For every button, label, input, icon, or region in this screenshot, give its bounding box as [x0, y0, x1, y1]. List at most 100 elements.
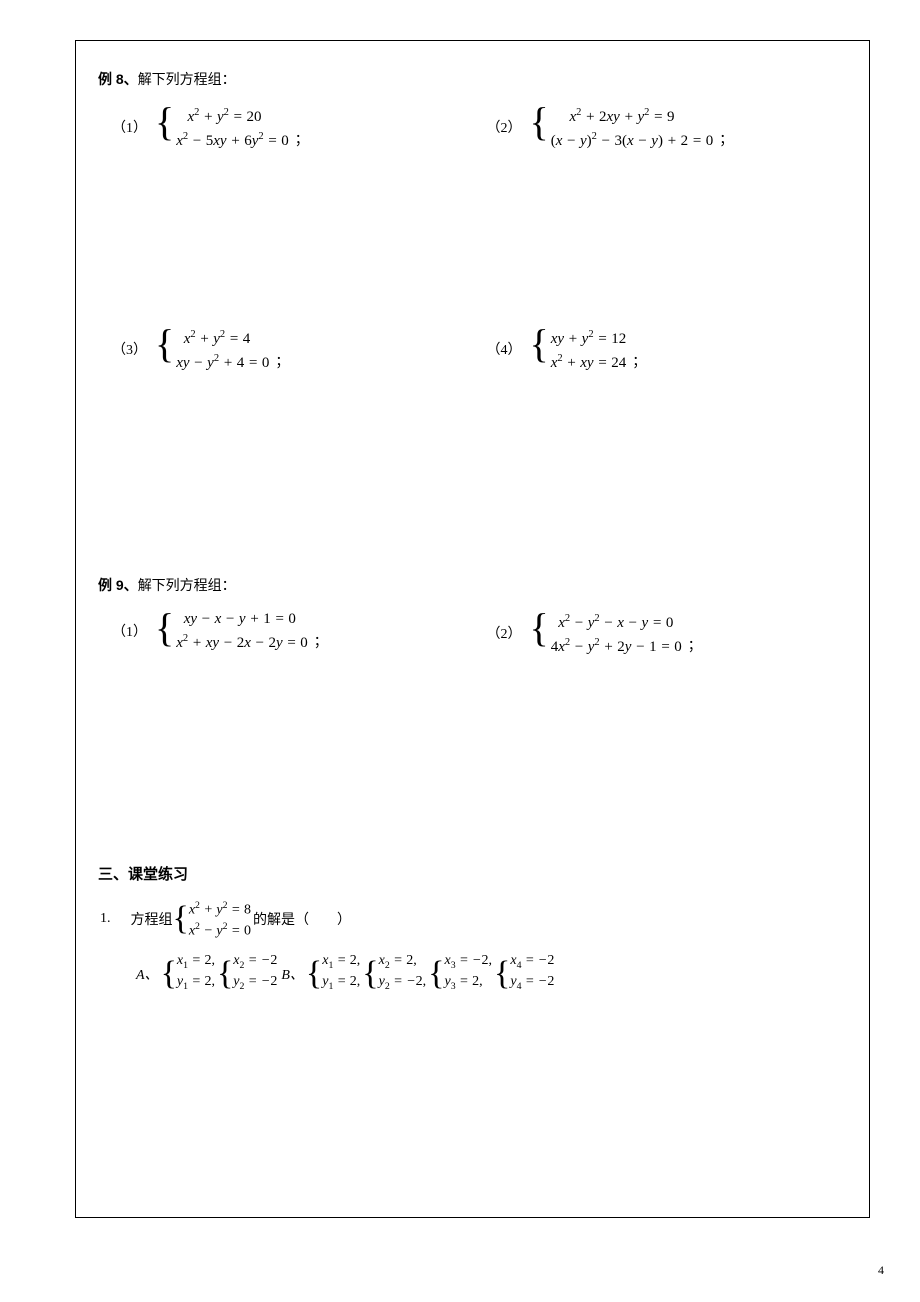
option-a-label: A、	[136, 964, 159, 984]
eq-line: x2 + y2 = 8	[189, 898, 251, 919]
left-brace-icon: {	[530, 103, 549, 151]
left-brace-icon: {	[362, 959, 378, 989]
eq-line: 4x2 − y2 + 2y − 1 = 0	[551, 633, 682, 657]
left-brace-icon: {	[155, 609, 174, 653]
equation-lines: x4 = −2 y4 = −2	[510, 953, 554, 995]
equation-lines: x3 = −2, y3 = 2,	[444, 953, 492, 995]
equation-lines: x2 + y2 = 20 x2 − 5xy + 6y2 = 0	[176, 103, 289, 151]
option-b-label: B、	[281, 964, 304, 984]
example8-label: 例 8、	[98, 71, 138, 87]
question-system: { x2 + y2 = 8 x2 − y2 = 0	[173, 898, 251, 939]
question-number: 1.	[100, 911, 111, 927]
spacer	[98, 393, 847, 573]
equation-lines: x1 = 2, y1 = 2,	[177, 953, 215, 995]
left-brace-icon: {	[217, 959, 233, 989]
question-1: 1. 方程组 { x2 + y2 = 8 x2 − y2 = 0 的解是（ ）	[100, 898, 847, 939]
eq-line: y4 = −2	[510, 974, 554, 995]
example9-heading: 例 9、解下列方程组：	[98, 575, 847, 595]
spacer	[98, 171, 847, 321]
eq-line: x1 = 2,	[322, 953, 360, 974]
spacer	[98, 677, 847, 857]
trail: ；	[308, 631, 328, 653]
section3-heading: 三、课堂练习	[98, 863, 847, 884]
eq-line: x2 − y2 − x − y = 0	[551, 609, 682, 633]
example9-item-1: （1） { xy − x − y + 1 = 0 x2 + xy − 2x − …	[112, 609, 473, 653]
left-brace-icon: {	[173, 904, 189, 934]
answer-options: A、 { x1 = 2, y1 = 2, { x2 = −2 y2 = −2 B…	[134, 953, 847, 995]
eq-line: x2 + y2 = 4	[176, 325, 269, 349]
item-label: （1）	[112, 117, 147, 137]
left-brace-icon: {	[155, 325, 174, 373]
example8-item-3: （3） { x2 + y2 = 4 xy − y2 + 4 = 0 ；	[112, 325, 473, 373]
item-label: （2）	[487, 623, 522, 643]
example8-item-4: （4） { xy + y2 = 12 x2 + xy = 24 ；	[487, 325, 848, 373]
eq-line: x2 + y2 = 20	[176, 103, 289, 127]
eq-line: (x − y)2 − 3(x − y) + 2 = 0	[551, 127, 714, 151]
example8-row2: （3） { x2 + y2 = 4 xy − y2 + 4 = 0 ； （4）	[98, 321, 847, 393]
option-b-group-1: { x1 = 2, y1 = 2,	[306, 953, 360, 995]
eq-line: x2 + xy = 24	[551, 349, 626, 373]
example8-heading: 例 8、解下列方程组：	[98, 69, 847, 89]
question-pretext: 方程组	[131, 909, 173, 929]
left-brace-icon: {	[530, 325, 549, 373]
eq-line: y1 = 2,	[177, 974, 215, 995]
equation-lines: xy + y2 = 12 x2 + xy = 24	[551, 325, 626, 373]
equation-lines: x2 − y2 − x − y = 0 4x2 − y2 + 2y − 1 = …	[551, 609, 682, 657]
example8-title: 解下列方程组：	[138, 73, 236, 88]
example9-label: 例 9、	[98, 577, 138, 593]
question-posttext: 的解是（ ）	[253, 909, 351, 929]
trail: ；	[626, 351, 646, 373]
eq-line: x2 − 5xy + 6y2 = 0	[176, 127, 289, 151]
eq-line: y3 = 2,	[444, 974, 492, 995]
option-b-group-4: { x4 = −2 y4 = −2	[494, 953, 554, 995]
eq-line: x3 = −2,	[444, 953, 492, 974]
item-label: （2）	[487, 117, 522, 137]
trail: ；	[289, 129, 309, 151]
eq-line: x2 + 2xy + y2 = 9	[551, 103, 714, 127]
eq-line: xy + y2 = 12	[551, 325, 626, 349]
left-brace-icon: {	[494, 959, 510, 989]
eq-line: y1 = 2,	[322, 974, 360, 995]
example9-row1: （1） { xy − x − y + 1 = 0 x2 + xy − 2x − …	[98, 605, 847, 677]
trail: ；	[269, 351, 289, 373]
option-b-group-2: { x2 = 2, y2 = −2,	[362, 953, 426, 995]
eq-line: y2 = −2	[233, 974, 277, 995]
left-brace-icon: {	[306, 959, 322, 989]
eq-line: xy − y2 + 4 = 0	[176, 349, 269, 373]
example8-row1: （1） { x2 + y2 = 20 x2 − 5xy + 6y2 = 0 ； …	[98, 99, 847, 171]
example8-item-2: （2） { x2 + 2xy + y2 = 9 (x − y)2 − 3(x −…	[487, 103, 848, 151]
eq-line: x2 + xy − 2x − 2y = 0	[176, 629, 308, 653]
trail: ；	[682, 635, 702, 657]
eq-line: x1 = 2,	[177, 953, 215, 974]
equation-lines: x2 = −2 y2 = −2	[233, 953, 277, 995]
item-label: （3）	[112, 339, 147, 359]
left-brace-icon: {	[530, 609, 549, 657]
equation-lines: x2 + 2xy + y2 = 9 (x − y)2 − 3(x − y) + …	[551, 103, 714, 151]
item-label: （1）	[112, 621, 147, 641]
option-b-group-3: { x3 = −2, y3 = 2,	[428, 953, 492, 995]
equation-lines: x2 + y2 = 4 xy − y2 + 4 = 0	[176, 325, 269, 373]
equation-lines: x2 = 2, y2 = −2,	[379, 953, 427, 995]
eq-line: x4 = −2	[510, 953, 554, 974]
equation-lines: xy − x − y + 1 = 0 x2 + xy − 2x − 2y = 0	[176, 609, 308, 653]
left-brace-icon: {	[155, 103, 174, 151]
equation-lines: x2 + y2 = 8 x2 − y2 = 0	[189, 898, 251, 939]
option-a-group-2: { x2 = −2 y2 = −2	[217, 953, 277, 995]
left-brace-icon: {	[161, 959, 177, 989]
left-brace-icon: {	[428, 959, 444, 989]
example9-item-2: （2） { x2 − y2 − x − y = 0 4x2 − y2 + 2y …	[487, 609, 848, 657]
equation-lines: x1 = 2, y1 = 2,	[322, 953, 360, 995]
page-number: 4	[878, 1263, 884, 1278]
eq-line: xy − x − y + 1 = 0	[176, 609, 308, 629]
eq-line: y2 = −2,	[379, 974, 427, 995]
trail: ；	[713, 129, 733, 151]
page: 例 8、解下列方程组： （1） { x2 + y2 = 20 x2 − 5xy …	[0, 0, 920, 1302]
eq-line: x2 = 2,	[379, 953, 427, 974]
eq-line: x2 − y2 = 0	[189, 919, 251, 940]
content-frame: 例 8、解下列方程组： （1） { x2 + y2 = 20 x2 − 5xy …	[75, 40, 870, 1218]
item-label: （4）	[487, 339, 522, 359]
eq-line: x2 = −2	[233, 953, 277, 974]
example8-item-1: （1） { x2 + y2 = 20 x2 − 5xy + 6y2 = 0 ；	[112, 103, 473, 151]
option-a-group-1: { x1 = 2, y1 = 2,	[161, 953, 215, 995]
example9-title: 解下列方程组：	[138, 579, 236, 594]
